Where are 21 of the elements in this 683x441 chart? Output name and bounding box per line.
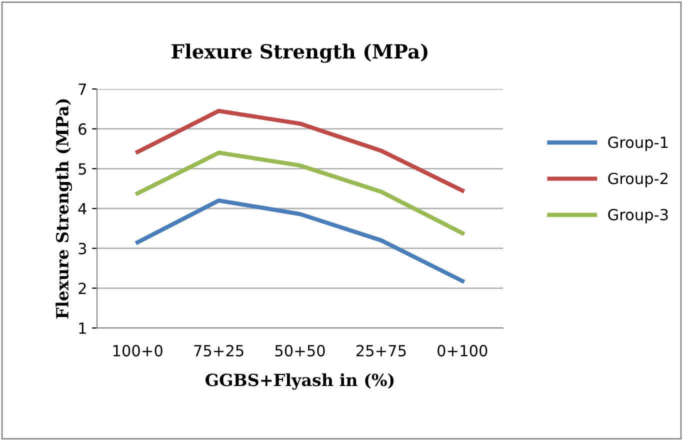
y-tick-label: 6 <box>78 123 86 135</box>
line-series <box>136 198 464 284</box>
legend-label: Group-1 <box>608 136 668 152</box>
y-tick-label: 7 <box>78 84 86 95</box>
line-series <box>136 150 464 236</box>
y-tick-label: 3 <box>78 242 86 254</box>
x-tick-label: 25+75 <box>356 344 406 356</box>
line-series <box>136 108 464 193</box>
y-tick-label: 5 <box>78 163 86 175</box>
x-axis-title: GGBS+Flyash in (%) <box>206 373 394 390</box>
y-tick-label: 4 <box>78 203 86 214</box>
x-tick-label: 100+0 <box>113 344 162 356</box>
x-tick-label: 50+50 <box>275 344 325 356</box>
legend-label: Group-3 <box>608 208 668 224</box>
chart-title: Flexure Strength (MPa) <box>172 44 428 63</box>
y-tick-label: 2 <box>78 282 86 294</box>
y-axis-title: Flexure Strength (MPa) <box>56 99 72 319</box>
x-tick-label: 75+25 <box>194 344 244 356</box>
x-tick-label: 0+100 <box>438 344 488 356</box>
legend-label: Group-2 <box>608 172 668 188</box>
y-tick-label: 1 <box>79 322 86 334</box>
